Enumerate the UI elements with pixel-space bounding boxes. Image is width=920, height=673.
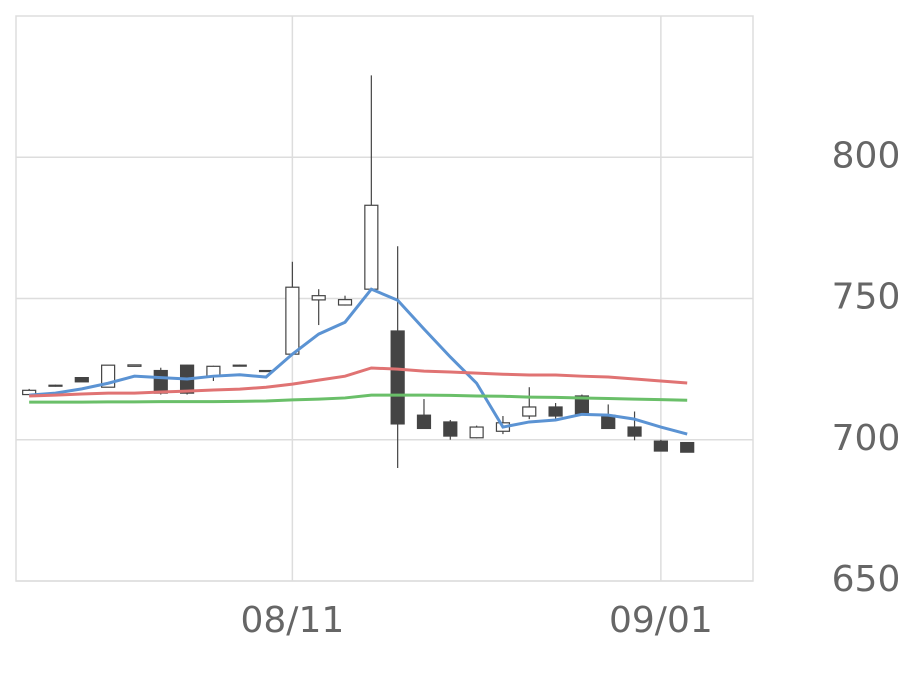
x-tick-label: 08/11 xyxy=(241,600,345,641)
y-tick-label: 750 xyxy=(832,277,901,318)
candle-body xyxy=(548,406,563,417)
candle-body xyxy=(522,406,537,417)
candle-body xyxy=(232,364,247,367)
candle-body xyxy=(416,414,432,430)
x-tick-label: 09/01 xyxy=(609,600,713,641)
candle-body xyxy=(285,286,300,355)
y-tick-label: 650 xyxy=(832,559,901,600)
y-tick-label: 700 xyxy=(832,418,901,459)
moving-average-line xyxy=(29,287,688,436)
candle-body xyxy=(364,204,379,290)
candle-body xyxy=(74,377,89,383)
y-tick-label: 800 xyxy=(832,135,901,176)
candle-body xyxy=(469,426,484,439)
candle-body xyxy=(48,384,63,387)
moving-average-line xyxy=(29,366,688,398)
candle-body xyxy=(153,369,168,394)
candle-body xyxy=(127,364,142,367)
candle-body xyxy=(390,330,405,425)
candle-body xyxy=(680,441,695,453)
candle-body xyxy=(311,295,326,301)
candle-body xyxy=(337,299,353,306)
candle-body xyxy=(627,426,642,437)
candle-body xyxy=(653,440,668,452)
moving-average-line xyxy=(29,393,688,404)
candle-body xyxy=(443,421,458,437)
